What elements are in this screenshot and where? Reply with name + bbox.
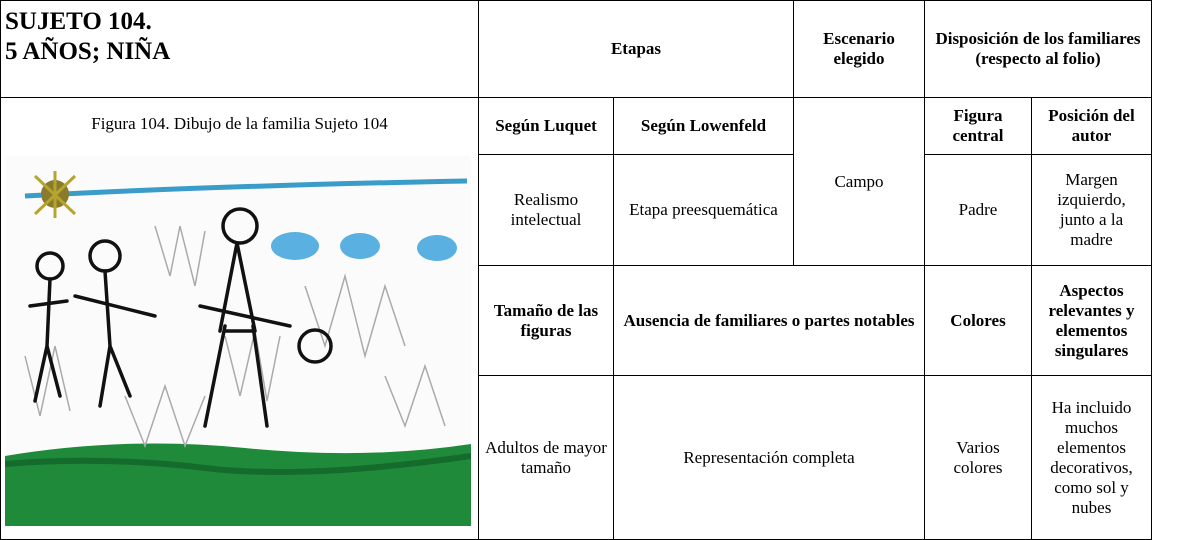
table-cell: Ha incluido muchos elementos decorativos… [1031, 375, 1152, 540]
figure-cell: Figura 104. Dibujo de la familia Sujeto … [0, 97, 479, 540]
table-cell: Representación completa [613, 375, 925, 540]
table-cell: Varios colores [924, 375, 1032, 540]
table-cell: Según Lowenfeld [613, 97, 794, 155]
subject-title: SUJETO 104. 5 AÑOS; NIÑA [5, 7, 170, 67]
table-cell: Ausencia de familiares o partes notables [613, 265, 925, 376]
table-cell: Margen izquierdo, junto a la madre [1031, 154, 1152, 266]
table-cell: Padre [924, 154, 1032, 266]
table-cell: Tamaño de las figuras [478, 265, 614, 376]
title-line: SUJETO 104. [5, 8, 152, 35]
table-cell: Según Luquet [478, 97, 614, 155]
table-cell: Etapas [478, 0, 794, 98]
table-cell: Realismo intelectual [478, 154, 614, 266]
subject-header: SUJETO 104. 5 AÑOS; NIÑA [0, 0, 479, 98]
figure-caption: Figura 104. Dibujo de la familia Sujeto … [91, 114, 388, 133]
table-cell: Figura central [924, 97, 1032, 155]
table-cell: Disposición de los familiares (respecto … [924, 0, 1152, 98]
table-cell: Etapa preesquemática [613, 154, 794, 266]
table-cell: Adultos de mayor tamaño [478, 375, 614, 540]
title-line: 5 AÑOS; NIÑA [5, 38, 171, 65]
child-drawing [5, 156, 471, 526]
table-cell: Escenario elegido [793, 0, 925, 98]
table-cell: Aspectos relevantes y elementos singular… [1031, 265, 1152, 376]
table-cell: Campo [793, 97, 925, 266]
table-cell: Posición del autor [1031, 97, 1152, 155]
table-cell: Colores [924, 265, 1032, 376]
